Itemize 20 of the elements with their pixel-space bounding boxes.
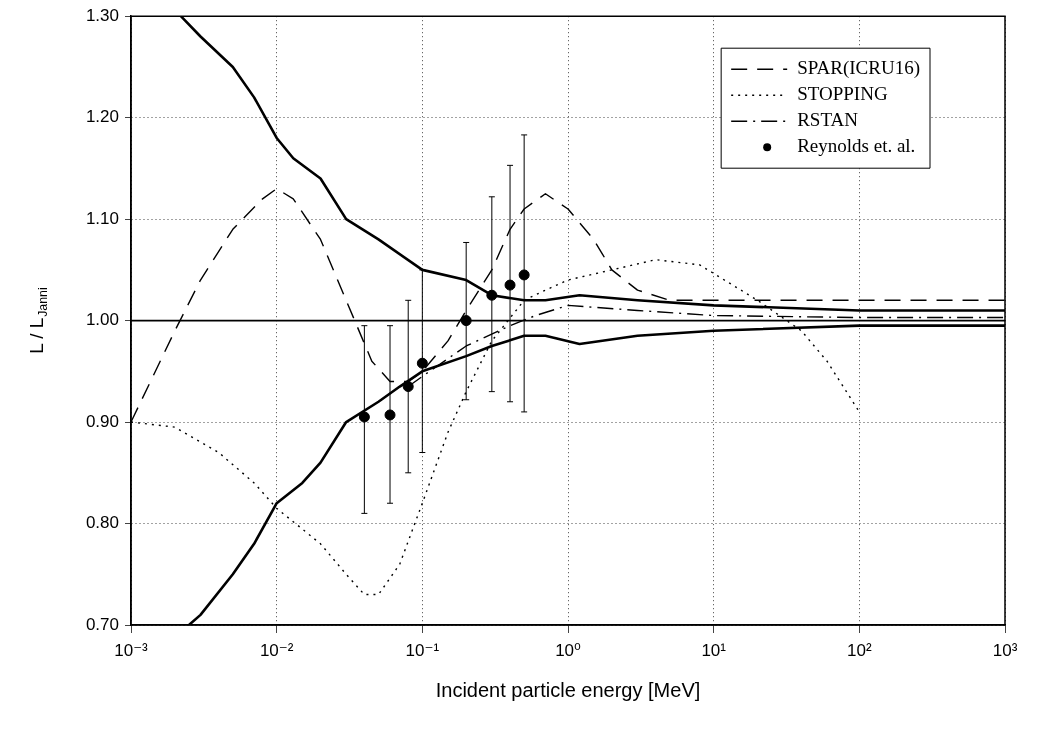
legend-label: STOPPING [797,83,888,105]
y-tick-label: 0.80 [85,513,119,533]
y-tick-label: 1.00 [85,310,119,330]
legend-label: RSTAN [797,109,859,131]
legend-label: SPAR(ICRU16) [797,57,921,80]
x-tick-label: 10¹ [701,640,727,660]
y-tick-label: 0.90 [85,411,119,431]
legend-label: Reynolds et. al. [797,135,916,157]
y-axis-title: L / LJanni [26,287,51,354]
x-tick-label: 10⁻³ [114,640,149,660]
y-tick-label: 0.70 [85,614,119,634]
x-axis-title: Incident particle energy [MeV] [435,678,701,701]
y-tick-label: 1.30 [85,5,119,25]
x-tick-label: 10⁻¹ [405,640,440,660]
x-tick-label: 10² [847,640,872,660]
y-tick-label: 1.20 [85,107,119,127]
x-tick-label: 10³ [992,640,1018,660]
x-tick-label: 10⁻² [259,640,294,660]
y-tick-label: 1.10 [85,208,119,228]
x-tick-label: 10⁰ [555,640,582,660]
